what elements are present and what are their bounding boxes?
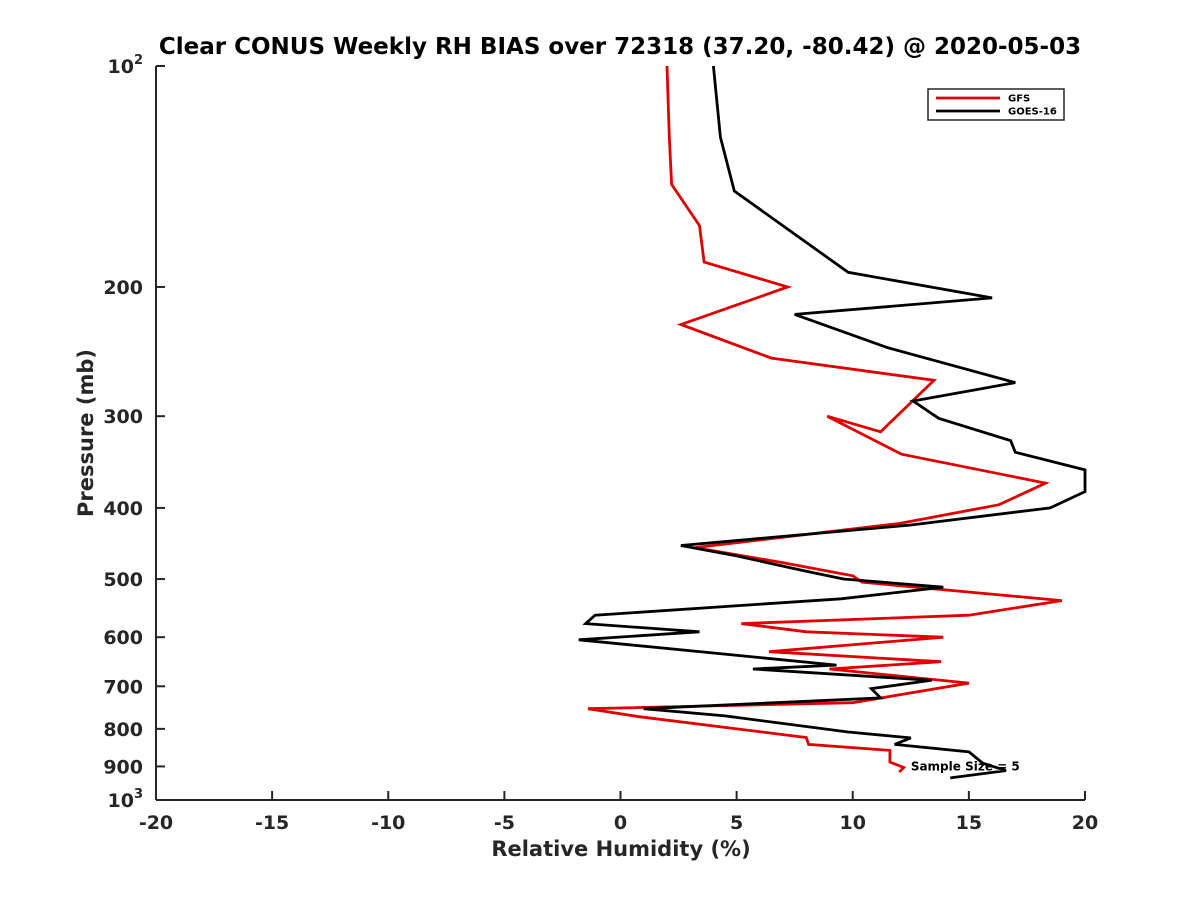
y-tick-label: 300 xyxy=(103,406,143,428)
x-tick-label: -15 xyxy=(255,812,289,834)
axes: -20 -15 -10 -5 0 5 10 15 20 102 200 300 400 500 600 700… xyxy=(103,53,1098,834)
y-tick-label: 700 xyxy=(103,676,143,698)
x-tick-label: 15 xyxy=(956,812,982,834)
y-tick-label: 800 xyxy=(103,719,143,741)
y-tick-label: 102 xyxy=(108,53,144,78)
y-tick-label: 600 xyxy=(103,627,143,649)
plot-series xyxy=(578,65,1087,780)
y-tick-label: 103 xyxy=(108,787,144,812)
sample-size-annotation: Sample Size = 5 xyxy=(911,759,1020,773)
series-line-goes-16 xyxy=(578,65,1087,780)
y-tick-label: 400 xyxy=(103,498,143,520)
series-line-gfs xyxy=(587,65,1063,774)
y-tick-label: 900 xyxy=(103,756,143,778)
legend-entry-label: GFS xyxy=(1008,94,1030,105)
chart-title: Clear CONUS Weekly RH BIAS over 72318 (3… xyxy=(159,34,1081,60)
y-tick-label: 500 xyxy=(103,569,143,591)
x-tick-label: 10 xyxy=(840,812,866,834)
x-tick-label: -10 xyxy=(371,812,405,834)
legend-entry-label: GOES-16 xyxy=(1008,107,1057,118)
x-tick-label: 20 xyxy=(1072,812,1098,834)
x-tick-label: -20 xyxy=(139,812,173,834)
y-axis-label: Pressure (mb) xyxy=(74,349,98,517)
legend: GFS GOES-16 xyxy=(927,88,1065,121)
x-tick-label: 5 xyxy=(730,812,743,834)
x-axis-label: Relative Humidity (%) xyxy=(491,837,750,861)
x-tick-label: -5 xyxy=(494,812,515,834)
y-tick-label: 200 xyxy=(103,277,143,299)
annotations: Sample Size = 5 xyxy=(911,759,1020,773)
x-tick-label: 0 xyxy=(614,812,627,834)
legend-box xyxy=(927,88,1065,121)
